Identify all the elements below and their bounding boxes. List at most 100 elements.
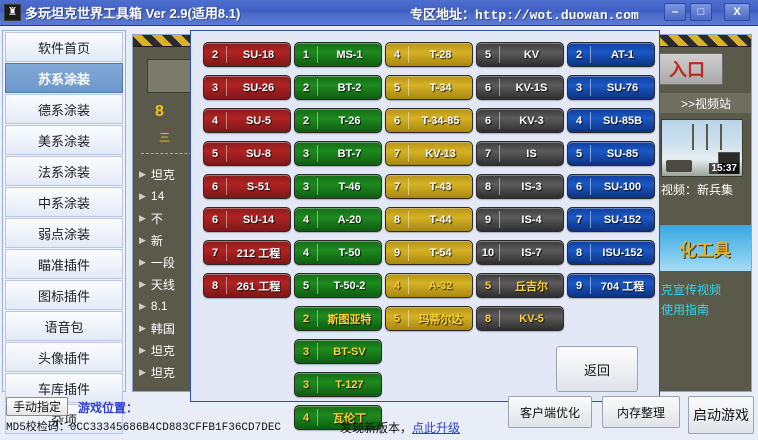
game-path-label: 游戏位置： — [78, 401, 139, 415]
tank-pill[interactable]: 3 SU-26 — [203, 75, 291, 100]
tank-name: T-34-85 — [421, 114, 460, 127]
news-list-item[interactable]: ▶ 天线 — [139, 273, 339, 295]
sidebar-item-5[interactable]: 中系涂装 — [5, 187, 123, 217]
video-thumbnail[interactable]: 15:37 — [661, 119, 743, 177]
tank-pill[interactable]: 4 A-32 — [385, 273, 473, 298]
entry-plate[interactable]: 入口 — [651, 53, 723, 85]
tank-pill[interactable]: 8 ISU-152 — [567, 240, 655, 265]
chevron-right-icon: ▶ — [139, 212, 146, 223]
tank-pill[interactable]: 3 T-127 — [294, 372, 382, 397]
tank-pill[interactable]: 5 SU-8 — [203, 141, 291, 166]
tank-pill[interactable]: 2 斯图亚特 — [294, 306, 382, 331]
pill-divider — [226, 244, 227, 261]
tank-pill[interactable]: 7 KV-13 — [385, 141, 473, 166]
tank-name: SU-85B — [602, 114, 643, 127]
sidebar-item-3[interactable]: 美系涂装 — [5, 125, 123, 155]
sidebar-item-4[interactable]: 法系涂装 — [5, 156, 123, 186]
tank-pill[interactable]: 5 丘吉尔 — [476, 273, 564, 298]
sidebar-item-6[interactable]: 弱点涂装 — [5, 218, 123, 248]
sidebar-item-label: 中系涂装 — [37, 195, 90, 211]
tank-pill[interactable]: 5 T-50-2 — [294, 273, 382, 298]
tank-pill[interactable]: 5 玛蒂尔达 — [385, 306, 473, 331]
tank-pill[interactable]: 3 BT-7 — [294, 141, 382, 166]
tank-pill[interactable]: 2 BT-2 — [294, 75, 382, 100]
tank-pill[interactable]: 6 KV-3 — [476, 108, 564, 133]
update-text: 发现新版本， — [340, 421, 413, 435]
tank-tier: 2 — [211, 48, 219, 61]
tank-pill[interactable]: 6 KV-1S — [476, 75, 564, 100]
minimize-button[interactable]: – — [664, 3, 686, 21]
tank-name: SU-152 — [603, 213, 642, 226]
close-button[interactable]: X — [724, 3, 750, 21]
news-list-item[interactable]: ▶ 一段 — [139, 251, 339, 273]
tank-pill[interactable]: 3 T-46 — [294, 174, 382, 199]
promo-banner[interactable]: 化工具 — [657, 225, 751, 271]
tank-pill[interactable]: 5 T-34 — [385, 75, 473, 100]
tank-pill[interactable]: 6 S-51 — [203, 174, 291, 199]
tank-pill[interactable]: 10 IS-7 — [476, 240, 564, 265]
zone-address-label: 专区地址：http://wot.duowan.com — [410, 8, 639, 23]
sidebar-item-9[interactable]: 语音包 — [5, 311, 123, 341]
news-list-item-label: 8.1 — [150, 299, 168, 313]
tank-pill[interactable]: 4 瓦伦丁 — [294, 405, 382, 430]
news-list-item[interactable]: ▶ 坦克 — [139, 339, 339, 361]
tank-pill[interactable]: 7 T-43 — [385, 174, 473, 199]
update-link[interactable]: 点此升级 — [412, 421, 461, 435]
sidebar-item-1[interactable]: 苏系涂装 — [5, 63, 123, 93]
start-game-button[interactable]: 启动游戏 — [688, 396, 754, 434]
tank-pill[interactable]: 7 IS — [476, 141, 564, 166]
tank-pill[interactable]: 8 261 工程 — [203, 273, 291, 298]
tank-pill[interactable]: 1 MS-1 — [294, 42, 382, 67]
tank-pill[interactable]: 3 SU-76 — [567, 75, 655, 100]
manual-specify-button[interactable]: 手动指定 — [6, 397, 69, 416]
maximize-button[interactable]: □ — [690, 3, 712, 21]
return-button[interactable]: 返回 — [556, 346, 638, 392]
tank-pill[interactable]: 4 SU-5 — [203, 108, 291, 133]
news-list-item[interactable]: ▶ 坦克 — [139, 163, 339, 185]
tank-name: T-46 — [338, 180, 361, 193]
tank-name: IS-3 — [521, 180, 542, 193]
news-list-item[interactable]: ▶ 韩国 — [139, 317, 339, 339]
memory-cleanup-button[interactable]: 内存整理 — [602, 396, 680, 428]
news-list-item[interactable]: ▶ 坦克 — [139, 361, 339, 383]
video-site-link[interactable]: >>视频站 — [659, 93, 751, 113]
tank-pill[interactable]: 8 IS-3 — [476, 174, 564, 199]
tank-pill[interactable]: 6 SU-100 — [567, 174, 655, 199]
tank-pill[interactable]: 3 BT-SV — [294, 339, 382, 364]
tank-pill[interactable]: 9 T-54 — [385, 240, 473, 265]
sidebar-item-7[interactable]: 瞄准插件 — [5, 249, 123, 279]
tank-pill[interactable]: 5 KV — [476, 42, 564, 67]
tank-pill[interactable]: 7 SU-152 — [567, 207, 655, 232]
tank-name: T-54 — [429, 246, 452, 259]
tank-pill[interactable]: 6 SU-14 — [203, 207, 291, 232]
sidebar-item-2[interactable]: 德系涂装 — [5, 94, 123, 124]
video-duration: 15:37 — [709, 163, 739, 174]
tank-pill[interactable]: 4 A-20 — [294, 207, 382, 232]
tank-tier: 7 — [393, 147, 401, 160]
right-link-2[interactable]: 弹使用指南 — [649, 303, 710, 317]
news-list-item[interactable]: ▶ 不 — [139, 207, 339, 229]
news-list-item[interactable]: ▶ 8.1 — [139, 295, 339, 317]
sidebar-item-8[interactable]: 图标插件 — [5, 280, 123, 310]
tank-pill[interactable]: 4 T-28 — [385, 42, 473, 67]
tank-pill[interactable]: 5 SU-85 — [567, 141, 655, 166]
tank-pill[interactable]: 8 KV-5 — [476, 306, 564, 331]
tank-pill[interactable]: 7 212 工程 — [203, 240, 291, 265]
tank-pill[interactable]: 9 IS-4 — [476, 207, 564, 232]
right-link-1[interactable]: 坦克宣传视频 — [649, 283, 722, 297]
tank-pill[interactable]: 2 T-26 — [294, 108, 382, 133]
news-list-item[interactable]: ▶ 14 — [139, 185, 339, 207]
tank-pill[interactable]: 2 SU-18 — [203, 42, 291, 67]
news-list-item[interactable]: ▶ 新 — [139, 229, 339, 251]
tank-pill[interactable]: 6 T-34-85 — [385, 108, 473, 133]
tank-pill[interactable]: 4 SU-85B — [567, 108, 655, 133]
tank-pill[interactable]: 8 T-44 — [385, 207, 473, 232]
tank-tier: 5 — [211, 147, 219, 160]
tank-pill[interactable]: 9 704 工程 — [567, 273, 655, 298]
tank-tier: 6 — [211, 180, 219, 193]
client-optimize-button[interactable]: 客户端优化 — [508, 396, 592, 428]
sidebar-item-10[interactable]: 头像插件 — [5, 342, 123, 372]
sidebar-item-0[interactable]: 软件首页 — [5, 32, 123, 62]
tank-pill[interactable]: 2 AT-1 — [567, 42, 655, 67]
tank-pill[interactable]: 4 T-50 — [294, 240, 382, 265]
